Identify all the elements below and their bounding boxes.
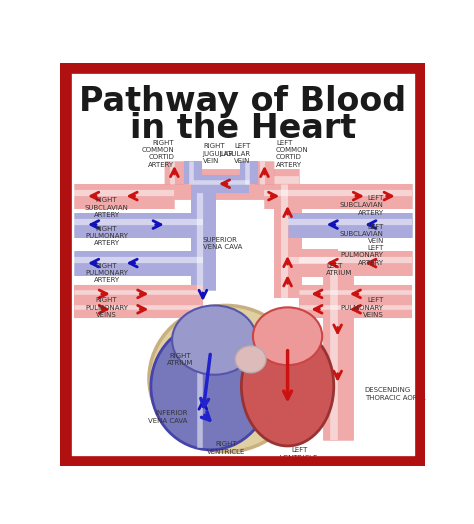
Text: LEFT
PULMONARY
VEINS: LEFT PULMONARY VEINS xyxy=(341,298,384,318)
Text: RIGHT
ATRIUM: RIGHT ATRIUM xyxy=(166,353,193,366)
Text: RIGHT
COMMON
CORTID
ARTERY: RIGHT COMMON CORTID ARTERY xyxy=(142,140,174,168)
Text: LEFT
VENTRICLE: LEFT VENTRICLE xyxy=(280,447,319,461)
Text: LEFT
ATRIUM: LEFT ATRIUM xyxy=(326,263,353,276)
Ellipse shape xyxy=(241,326,334,446)
Text: RIGHT
PULMONARY
ARTERY: RIGHT PULMONARY ARTERY xyxy=(85,226,128,246)
Text: SUPERIOR
VENA CAVA: SUPERIOR VENA CAVA xyxy=(203,237,242,250)
Text: INFERIOR
VENA CAVA: INFERIOR VENA CAVA xyxy=(148,410,188,424)
Text: RIGHT
VENTRICLE: RIGHT VENTRICLE xyxy=(207,441,245,454)
Text: Pathway of Blood: Pathway of Blood xyxy=(79,85,407,118)
Text: in the Heart: in the Heart xyxy=(130,112,356,145)
Text: LEFT
COMMON
CORTID
ARTERY: LEFT COMMON CORTID ARTERY xyxy=(276,140,309,168)
Ellipse shape xyxy=(172,305,257,375)
Text: RIGHT
PULMONARY
VEINS: RIGHT PULMONARY VEINS xyxy=(85,298,128,318)
Ellipse shape xyxy=(149,305,303,452)
Text: RIGHT
PULMONARY
ARTERY: RIGHT PULMONARY ARTERY xyxy=(85,263,128,283)
Text: RIGHT
JUGULAR
VEIN: RIGHT JUGULAR VEIN xyxy=(203,144,234,164)
Text: LEFT
SUBCLAVIAN
VEIN: LEFT SUBCLAVIAN VEIN xyxy=(340,224,384,244)
Text: LEFT
SUBCLAVIAN
ARTERY: LEFT SUBCLAVIAN ARTERY xyxy=(340,195,384,215)
Text: LEFT
JUGULAR
VEIN: LEFT JUGULAR VEIN xyxy=(219,144,251,164)
Ellipse shape xyxy=(151,323,270,450)
Text: LEFT
PULMONARY
ARTERY: LEFT PULMONARY ARTERY xyxy=(341,245,384,266)
Text: DESCENDING
THORACIC AORTA: DESCENDING THORACIC AORTA xyxy=(365,387,425,401)
Ellipse shape xyxy=(235,346,266,373)
Text: RIGHT
SUBCLAVIAN
ARTERY: RIGHT SUBCLAVIAN ARTERY xyxy=(85,198,128,218)
Ellipse shape xyxy=(253,308,322,365)
